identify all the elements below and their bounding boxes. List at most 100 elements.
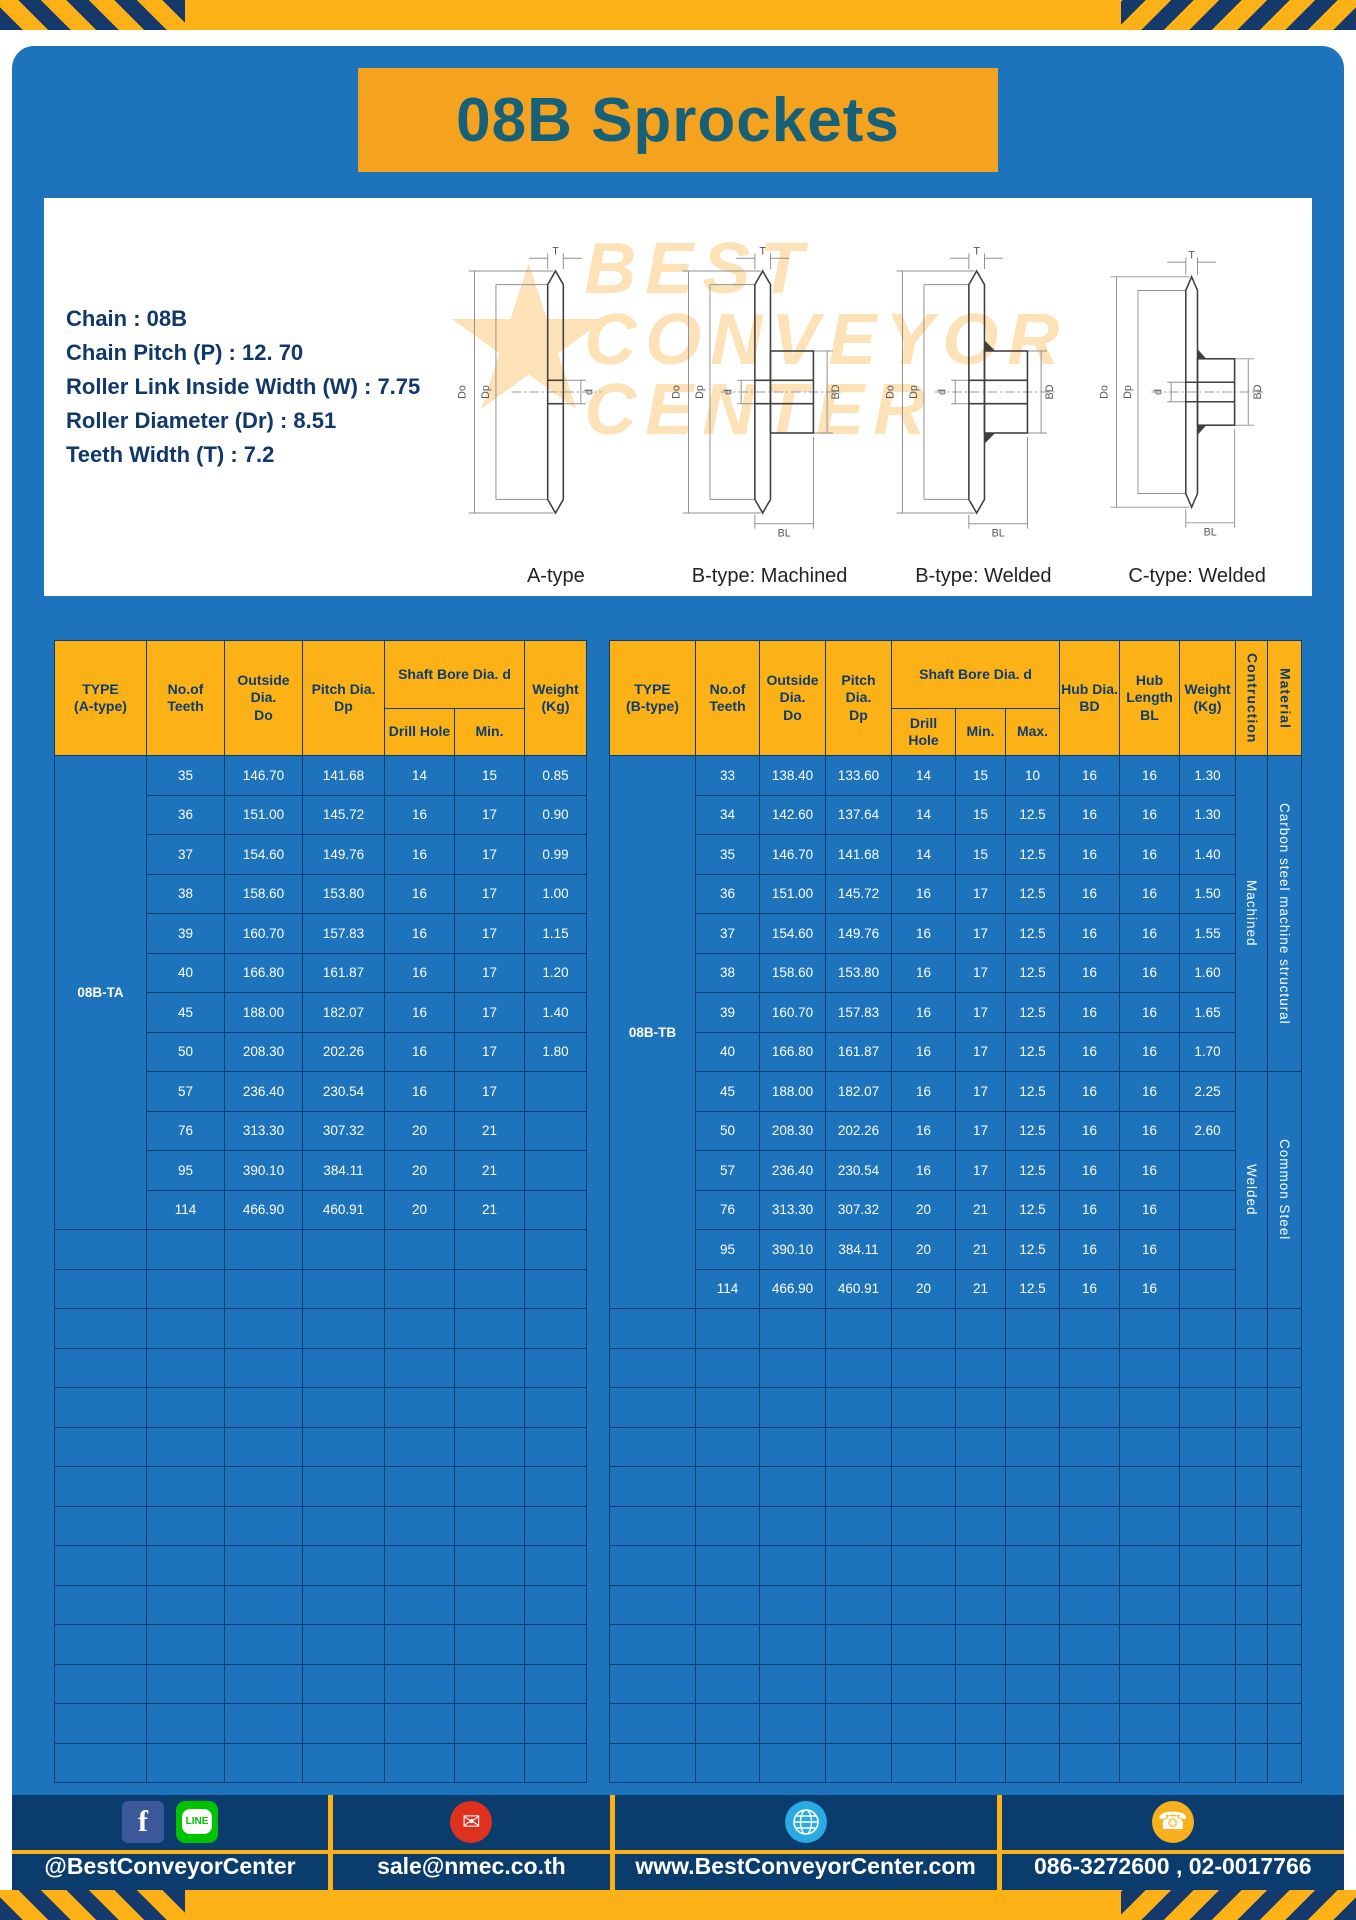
table-cell: 16 (1119, 1268, 1181, 1309)
mail-icon[interactable]: ✉ (450, 1800, 493, 1843)
empty-cell (1179, 1466, 1237, 1507)
table-cell: 16 (1059, 913, 1121, 954)
table-cell: 16 (1119, 1150, 1181, 1191)
empty-cell (53, 1545, 147, 1586)
table-cell: 230.54 (825, 1150, 892, 1191)
empty-cell (609, 1505, 696, 1546)
table-cell: 16 (891, 1071, 956, 1112)
diagram-caption: C-type: Welded (1128, 565, 1266, 587)
table-row: 50 208.30 202.26 16 17 12.5 16 16 2.60 (610, 1110, 1302, 1151)
col-header-max: Max. (1004, 708, 1061, 756)
empty-cell (1267, 1663, 1303, 1704)
phone-numbers[interactable]: 086-3272600 , 02-0017766 (1034, 1852, 1312, 1879)
table-cell: 16 (1059, 1189, 1121, 1230)
spec-line: Chain : 08B (66, 306, 188, 331)
svg-text:Dp: Dp (694, 385, 706, 399)
empty-cell (609, 1426, 696, 1467)
table-cell: 50 (695, 1110, 760, 1151)
table-cell: 37 (145, 834, 225, 875)
table-cell: 12.5 (1004, 952, 1061, 993)
table-cell: 16 (1059, 794, 1121, 835)
table-cell: 14 (383, 755, 455, 796)
table-cell: 76 (695, 1189, 760, 1230)
table-row: 35 146.70 141.68 14 15 12.5 16 16 1.40 (610, 834, 1302, 875)
table-cell (524, 1150, 587, 1191)
empty-cell (453, 1229, 526, 1270)
email-link[interactable]: sale@nmec.co.th (377, 1852, 566, 1879)
empty-cell (1235, 1703, 1269, 1744)
empty-row (53, 1268, 587, 1309)
col-header-material: Material (1267, 640, 1303, 756)
table-cell: 15 (955, 834, 1006, 875)
empty-cell (453, 1624, 526, 1665)
empty-cell (759, 1742, 826, 1783)
empty-cell (1179, 1426, 1237, 1467)
svg-text:Do: Do (885, 385, 897, 399)
phone-icon[interactable]: ☎ (1151, 1800, 1194, 1843)
table-cell: 236.40 (223, 1071, 303, 1112)
empty-cell (524, 1505, 587, 1546)
empty-cell (1059, 1624, 1121, 1665)
table-cell: 114 (695, 1268, 760, 1309)
empty-cell (383, 1545, 455, 1586)
table-cell (524, 1071, 587, 1112)
empty-cell (53, 1387, 147, 1428)
empty-cell (1235, 1387, 1269, 1428)
table-b: TYPE (B-type) No.of Teeth Outside Dia. D… (609, 640, 1303, 1783)
globe-icon[interactable] (784, 1800, 827, 1843)
table-cell: 307.32 (301, 1110, 385, 1151)
empty-cell (1059, 1387, 1121, 1428)
table-cell: 153.80 (301, 873, 385, 914)
empty-cell (955, 1545, 1006, 1586)
b-type-machined-drawing-icon: T Do Dp d BD (671, 245, 843, 539)
empty-cell (1004, 1505, 1061, 1546)
empty-cell (1267, 1584, 1303, 1625)
table-cell: 149.76 (825, 913, 892, 954)
empty-cell (695, 1426, 760, 1467)
facebook-icon[interactable]: f (122, 1800, 165, 1843)
empty-cell (301, 1426, 385, 1467)
empty-row (53, 1505, 587, 1546)
table-cell: 1.65 (1179, 992, 1237, 1033)
empty-cell (1004, 1308, 1061, 1349)
empty-cell (1059, 1505, 1121, 1546)
table-cell: 161.87 (301, 952, 385, 993)
empty-cell (145, 1268, 225, 1309)
empty-cell (825, 1308, 892, 1349)
empty-cell (223, 1505, 303, 1546)
empty-cell (383, 1426, 455, 1467)
table-cell: 16 (1119, 992, 1181, 1033)
table-cell: 1.80 (524, 1031, 587, 1072)
table-cell: 16 (1059, 755, 1121, 796)
table-cell: 390.10 (223, 1150, 303, 1191)
table-row: 45 188.00 182.07 16 17 12.5 16 16 2.25 Welded Comm… (610, 1071, 1303, 1309)
table-cell: 236.40 (759, 1150, 826, 1191)
empty-cell (1235, 1347, 1269, 1388)
footer-website-section: www.BestConveyorCenter.com (615, 1795, 1002, 1890)
empty-cell (825, 1703, 892, 1744)
empty-cell (891, 1663, 956, 1704)
empty-cell (759, 1308, 826, 1349)
table-cell: 12.5 (1004, 913, 1061, 954)
col-header-min: Min. (955, 708, 1006, 756)
empty-cell (609, 1347, 696, 1388)
empty-cell (145, 1308, 225, 1349)
col-header-pitch-dia: Pitch Dia. Dp (825, 640, 892, 756)
empty-cell (223, 1387, 303, 1428)
empty-cell (1119, 1466, 1181, 1507)
social-handle-link[interactable]: @BestConveyorCenter (44, 1852, 296, 1879)
empty-cell (1004, 1742, 1061, 1783)
website-link[interactable]: www.BestConveyorCenter.com (635, 1852, 976, 1879)
svg-text:T: T (1188, 249, 1195, 261)
line-icon[interactable]: LINE (176, 1800, 219, 1843)
table-row: 57 236.40 230.54 16 17 12.5 16 16 (610, 1150, 1302, 1191)
table-cell: 161.87 (825, 1031, 892, 1072)
empty-cell (1059, 1347, 1121, 1388)
table-cell: 16 (1059, 952, 1121, 993)
empty-cell (53, 1229, 147, 1270)
table-cell: 16 (1119, 1189, 1181, 1230)
empty-cell (383, 1308, 455, 1349)
table-cell: 17 (453, 952, 526, 993)
svg-text:Do: Do (1098, 385, 1110, 399)
table-cell: 16 (1059, 834, 1121, 875)
